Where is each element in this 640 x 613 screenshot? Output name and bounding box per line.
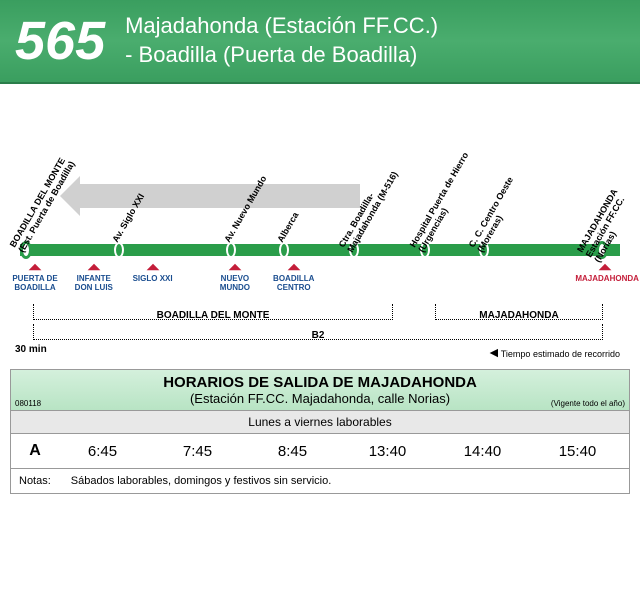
departure-time: 6:45	[55, 443, 150, 460]
departure-time: 14:40	[435, 443, 530, 460]
stop-label: Ctra. Boadilla-Majadahonda (M-516)	[337, 165, 400, 254]
direction-arrow	[80, 184, 360, 208]
metro-label: SIGLO XXI	[123, 262, 183, 283]
route-header: 565 Majadahonda (Estación FF.CC.) - Boad…	[0, 0, 640, 84]
duration: 30 min	[15, 344, 47, 355]
stop-label: MAJADAHONDAEstación FF.CC.(Norias)	[575, 187, 637, 264]
departure-time: 13:40	[340, 443, 435, 460]
departure-time: 15:40	[530, 443, 625, 460]
departure-time: 7:45	[150, 443, 245, 460]
stop-dot	[226, 242, 236, 258]
metro-label: INFANTEDON LUIS	[64, 262, 124, 292]
stop-label: Alberca	[275, 210, 300, 244]
schedule-notes: Notas: Sábados laborables, domingos y fe…	[11, 468, 629, 493]
duration-label: ◄Tiempo estimado de recorrido	[487, 344, 620, 360]
metro-label: MAJADAHONDA	[575, 262, 635, 283]
route-diagram: BOADILLA DEL MONTE(Est. Puerta de Boadil…	[0, 84, 640, 364]
schedule-table: HORARIOS DE SALIDA DE MAJADAHONDA (Estac…	[10, 369, 630, 494]
schedule-header: HORARIOS DE SALIDA DE MAJADAHONDA (Estac…	[11, 370, 629, 410]
zone-bar: BOADILLA DEL MONTE	[33, 304, 393, 320]
metro-label: BOADILLACENTRO	[264, 262, 324, 292]
route-number: 565	[15, 10, 105, 72]
departure-time: 8:45	[245, 443, 340, 460]
stop-label: Hospital Puerta de Hierro(Urgencias)	[408, 150, 479, 254]
stop-label: C. C. Centro Oeste(Moreras)	[466, 175, 523, 254]
zone-bar: B2	[33, 324, 603, 340]
metro-label: PUERTA DEBOADILLA	[5, 262, 65, 292]
stop-dot	[114, 242, 124, 258]
schedule-row: A 6:457:458:4513:4014:4015:40	[11, 434, 629, 468]
zone-bar: MAJADAHONDA	[435, 304, 603, 320]
metro-label: NUEVOMUNDO	[205, 262, 265, 292]
route-line	[20, 244, 620, 256]
schedule-days: Lunes a viernes laborables	[11, 410, 629, 434]
route-name: Majadahonda (Estación FF.CC.) - Boadilla…	[125, 12, 438, 69]
